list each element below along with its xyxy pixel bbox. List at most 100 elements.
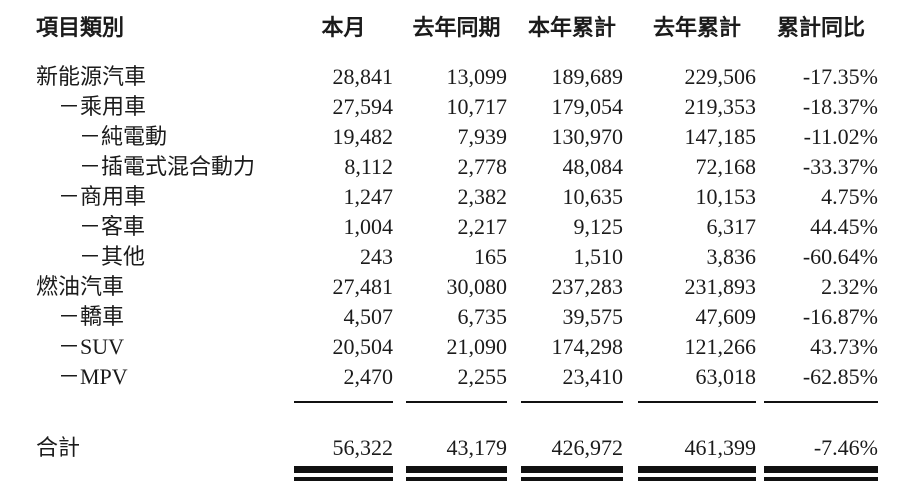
double-rule (393, 463, 507, 481)
cell-value: 48,084 (562, 154, 624, 179)
cell-value: 3,836 (706, 244, 757, 269)
header-cumulative-yoy: 累計同比 (776, 15, 865, 40)
single-rule (294, 392, 393, 403)
cell-value: 20,504 (332, 334, 394, 359)
cell-value: 10,153 (695, 184, 757, 209)
total-value: 43,179 (446, 435, 508, 460)
row-label: －乘用車 (58, 94, 147, 119)
row-label: －SUV (58, 334, 125, 359)
table-row: 燃油汽車 27,481 30,080 237,283 231,893 2.32% (36, 272, 878, 302)
cell-value: -11.02% (803, 124, 878, 149)
cell-value: 2,470 (343, 364, 394, 389)
cell-value: 4.75% (821, 184, 878, 209)
cell-value: 219,353 (684, 94, 757, 119)
total-row: 合計 56,322 43,179 426,972 461,399 -7.46% (36, 403, 878, 463)
cell-value: 231,893 (684, 274, 757, 299)
cell-value: 44.45% (810, 214, 878, 239)
double-rule (756, 463, 878, 481)
single-rule (756, 392, 878, 403)
table-row: －MPV 2,470 2,255 23,410 63,018 -62.85% (36, 362, 878, 392)
cell-value: 4,507 (343, 304, 394, 329)
table-row: －乘用車 27,594 10,717 179,054 219,353 -18.3… (36, 92, 878, 122)
sales-table: 項目類別 本月 去年同期 本年累計 去年累計 累計同比 新能源汽車 28,841… (36, 0, 878, 481)
header-last-year-cumulative: 去年累計 (652, 15, 741, 40)
cell-value: 43.73% (810, 334, 878, 359)
row-label: －客車 (79, 214, 146, 239)
cell-value: 28,841 (332, 64, 394, 89)
cell-value: 7,939 (457, 124, 508, 149)
cell-value: 23,410 (562, 364, 624, 389)
cell-value: 30,080 (446, 274, 508, 299)
cell-value: -62.85% (802, 364, 878, 389)
single-rule (623, 392, 756, 403)
row-label: －MPV (58, 364, 128, 389)
cell-value: 121,266 (684, 334, 757, 359)
header-this-year-cumulative: 本年累計 (527, 15, 616, 40)
table-row: －其他 243 165 1,510 3,836 -60.64% (36, 242, 878, 272)
row-label: 新能源汽車 (36, 64, 147, 89)
double-rule (623, 463, 756, 481)
single-rule (393, 392, 507, 403)
cell-value: 72,168 (695, 154, 757, 179)
cell-value: 189,689 (551, 64, 624, 89)
cell-value: 165 (474, 244, 507, 269)
cell-value: 237,283 (551, 274, 624, 299)
cell-value: -18.37% (802, 94, 878, 119)
header-item-category: 項目類別 (36, 15, 125, 40)
header-last-year-same-period: 去年同期 (412, 15, 501, 40)
cell-value: -60.64% (802, 244, 878, 269)
cell-value: 1,510 (573, 244, 624, 269)
table-header-row: 項目類別 本月 去年同期 本年累計 去年累計 累計同比 (36, 0, 878, 62)
single-rule (507, 392, 623, 403)
double-rule (507, 463, 623, 481)
cell-value: 6,735 (457, 304, 508, 329)
row-label: －插電式混合動力 (79, 154, 256, 179)
row-label: 燃油汽車 (36, 274, 125, 299)
cell-value: 8,112 (344, 154, 393, 179)
cell-value: 21,090 (446, 334, 508, 359)
cell-value: 2,217 (457, 214, 508, 239)
cell-value: 179,054 (551, 94, 624, 119)
cell-value: 10,717 (446, 94, 508, 119)
cell-value: 27,481 (332, 274, 394, 299)
cell-value: 19,482 (332, 124, 394, 149)
cell-value: 27,594 (332, 94, 394, 119)
row-label: －純電動 (79, 124, 168, 149)
table-row: －SUV 20,504 21,090 174,298 121,266 43.73… (36, 332, 878, 362)
cell-value: 130,970 (551, 124, 624, 149)
cell-value: 2,778 (457, 154, 508, 179)
cell-value: 147,185 (684, 124, 757, 149)
total-label: 合計 (36, 435, 81, 460)
cell-value: 63,018 (695, 364, 757, 389)
cell-value: 1,004 (343, 214, 394, 239)
cell-value: -17.35% (802, 64, 878, 89)
cell-value: 13,099 (446, 64, 508, 89)
cell-value: 2,255 (457, 364, 508, 389)
cell-value: 6,317 (706, 214, 757, 239)
double-rule (294, 463, 393, 481)
table-row: －商用車 1,247 2,382 10,635 10,153 4.75% (36, 182, 878, 212)
cell-value: 1,247 (343, 184, 394, 209)
header-this-month: 本月 (321, 15, 366, 40)
cell-value: 229,506 (684, 64, 757, 89)
cell-value: 243 (360, 244, 393, 269)
row-label: －轎車 (58, 304, 125, 329)
row-label: －商用車 (58, 184, 147, 209)
total-value: 461,399 (684, 435, 757, 460)
cell-value: -16.87% (802, 304, 878, 329)
total-value: -7.46% (813, 435, 878, 460)
total-value: 56,322 (332, 435, 394, 460)
cell-value: -33.37% (802, 154, 878, 179)
table-row: －轎車 4,507 6,735 39,575 47,609 -16.87% (36, 302, 878, 332)
table-row: －純電動 19,482 7,939 130,970 147,185 -11.02… (36, 122, 878, 152)
subtotal-rule-row (36, 392, 878, 403)
cell-value: 2.32% (821, 274, 878, 299)
cell-value: 10,635 (562, 184, 624, 209)
cell-value: 47,609 (695, 304, 757, 329)
table-row: －客車 1,004 2,217 9,125 6,317 44.45% (36, 212, 878, 242)
cell-value: 9,125 (573, 214, 624, 239)
cell-value: 174,298 (551, 334, 624, 359)
table-row: －插電式混合動力 8,112 2,778 48,084 72,168 -33.3… (36, 152, 878, 182)
total-value: 426,972 (551, 435, 624, 460)
